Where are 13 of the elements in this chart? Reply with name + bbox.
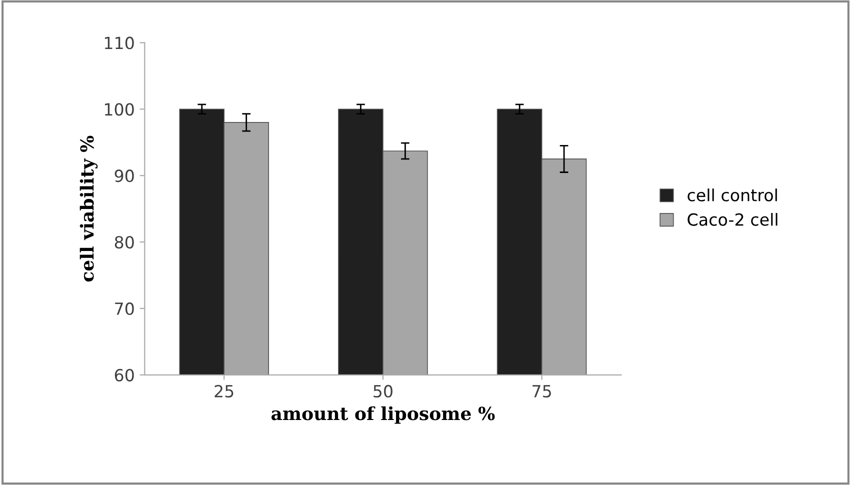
y-tick-label: 60 [114, 368, 134, 382]
y-tick-label: 90 [114, 170, 134, 182]
y-tick-label: 110 [104, 36, 134, 50]
y-axis-title: cell viability % [80, 136, 98, 282]
y-tick-label: 100 [104, 103, 134, 116]
x-tick-label: 75 [532, 385, 551, 398]
legend-label: cell control [688, 188, 777, 202]
legend-label: Caco-2 cell [688, 212, 778, 226]
x-tick-label: 50 [374, 384, 392, 398]
x-axis-title: amount of liposome % [271, 406, 495, 424]
x-tick-label: 25 [214, 384, 234, 398]
y-tick-label: 70 [115, 302, 134, 316]
y-tick-label: 80 [114, 236, 134, 249]
